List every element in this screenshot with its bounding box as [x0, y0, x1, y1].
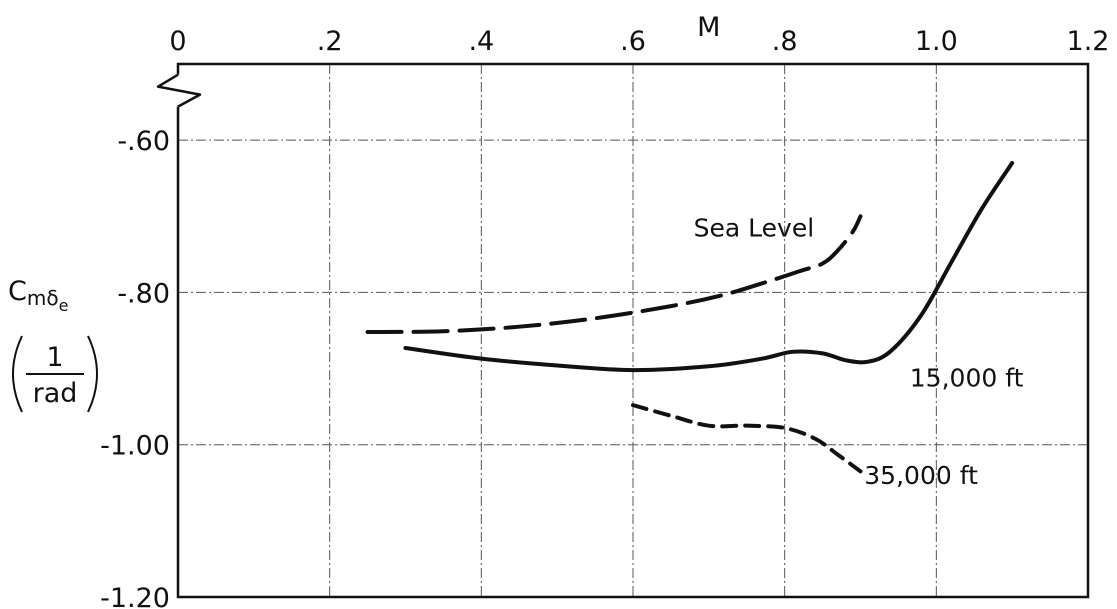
x-tick-label: 0: [169, 26, 186, 57]
series-annotation: 35,000 ft: [864, 461, 978, 490]
x-tick-label: .8: [772, 26, 798, 57]
y-axis-unit-denominator: rad: [33, 378, 78, 409]
y-tick-label: -1.20: [100, 583, 170, 609]
x-tick-label: .2: [317, 26, 343, 57]
x-tick-label: 1.2: [1067, 26, 1110, 57]
y-tick-label: -.60: [117, 126, 170, 157]
annotations: Sea Level 15,000 ft 35,000 ft: [694, 214, 1024, 490]
x-tick-label: .6: [620, 26, 646, 57]
axis-break: [156, 73, 202, 108]
x-tick-label: 1.0: [915, 26, 958, 57]
series-annotation: 15,000 ft: [910, 364, 1024, 393]
series-line-sea-level: [365, 214, 863, 335]
y-axis-unit-left-paren: [12, 335, 23, 413]
series-annotation: Sea Level: [694, 214, 815, 243]
series-line-15-000-ft: [403, 160, 1015, 373]
grid-layer: [178, 64, 1088, 597]
x-axis-title: M: [697, 12, 720, 43]
axis-break-zigzag: [156, 73, 202, 108]
y-tick-label: -1.00: [100, 431, 170, 462]
y-axis-symbol: Cmδe: [8, 276, 68, 315]
x-tick-label: .4: [468, 26, 494, 57]
y-axis-title: Cmδe 1 rad: [8, 276, 98, 413]
y-axis-unit-right-paren: [87, 335, 98, 413]
plot-frame: [176, 62, 1090, 599]
y-axis-unit-numerator: 1: [46, 342, 63, 373]
series-layer: [365, 160, 1015, 474]
y-tick-label: -.80: [117, 278, 170, 309]
y-tick-labels: -.60 -.80 -1.00 -1.20: [100, 126, 170, 609]
series-line-35-000-ft: [631, 403, 863, 474]
x-tick-labels: 0 .2 .4 .6 .8 1.0 1.2: [169, 26, 1109, 57]
